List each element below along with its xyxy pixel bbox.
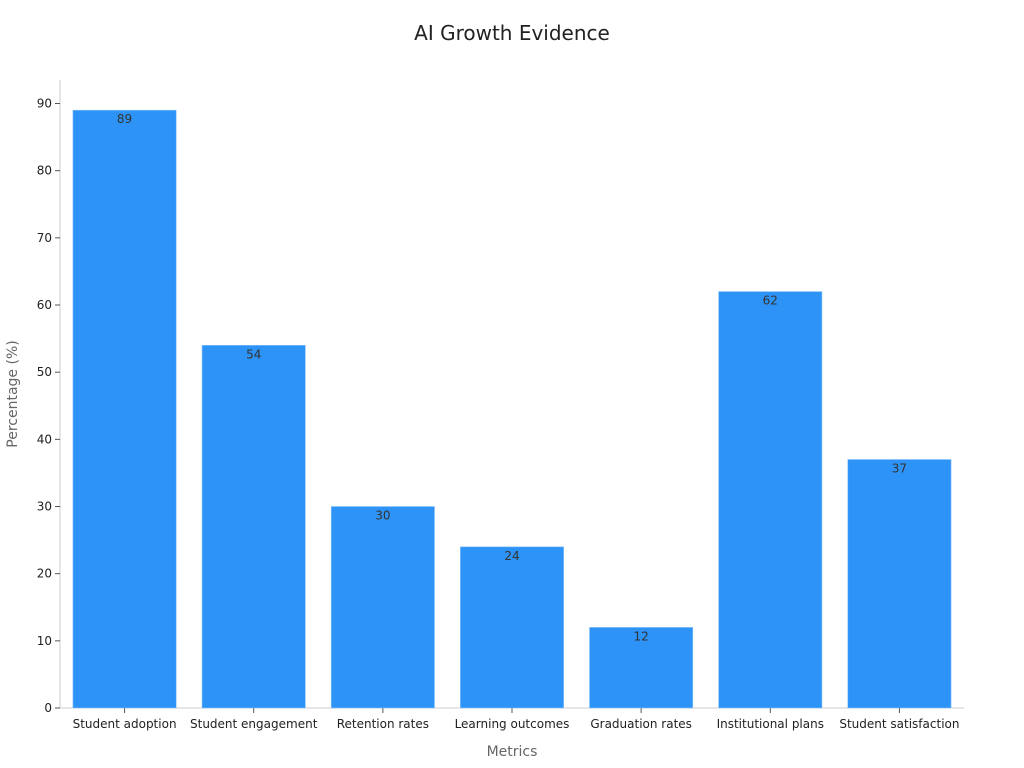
x-tick-label: Graduation rates: [590, 717, 692, 731]
y-tick-label: 10: [37, 634, 52, 648]
bar-value-label: 30: [375, 509, 390, 523]
y-tick-label: 20: [37, 567, 52, 581]
bar-value-label: 54: [246, 347, 261, 361]
x-tick-label: Retention rates: [337, 717, 429, 731]
chart-title: AI Growth Evidence: [414, 21, 610, 45]
y-axis-title: Percentage (%): [5, 340, 21, 447]
y-tick-label: 50: [37, 365, 52, 379]
bar: [460, 546, 564, 709]
x-tick-label: Student satisfaction: [839, 717, 959, 731]
y-tick-label: 40: [37, 432, 52, 446]
bars: [72, 109, 952, 709]
y-axis: 0 10 20 30 40 50 60 70 80 90: [37, 80, 61, 715]
y-tick-label: 70: [37, 231, 52, 245]
bar: [589, 627, 694, 709]
y-tick-label: 0: [44, 701, 52, 715]
y-tick-label: 60: [37, 298, 52, 312]
bar: [72, 109, 177, 709]
bar: [847, 459, 952, 709]
bar: [201, 345, 306, 709]
bar: [330, 506, 435, 709]
y-tick-label: 30: [37, 500, 52, 514]
bar-value-label: 62: [763, 294, 778, 308]
y-tick-label: 90: [37, 97, 52, 111]
x-tick-label: Learning outcomes: [455, 717, 570, 731]
bar-value-label: 12: [634, 629, 649, 643]
bar-value-label: 37: [892, 461, 907, 475]
bar-labels: 89 54 30 24 12 62 37: [117, 112, 907, 643]
x-axis-title: Metrics: [487, 744, 538, 760]
x-tick-label: Student adoption: [73, 717, 177, 731]
y-tick-label: 80: [37, 164, 52, 178]
bar-value-label: 89: [117, 112, 132, 126]
x-tick-label: Institutional plans: [717, 717, 824, 731]
bar-value-label: 24: [504, 549, 519, 563]
x-axis: Student adoption Student engagement Retent…: [60, 707, 964, 731]
bar: [718, 291, 823, 709]
x-tick-label: Student engagement: [190, 717, 318, 731]
